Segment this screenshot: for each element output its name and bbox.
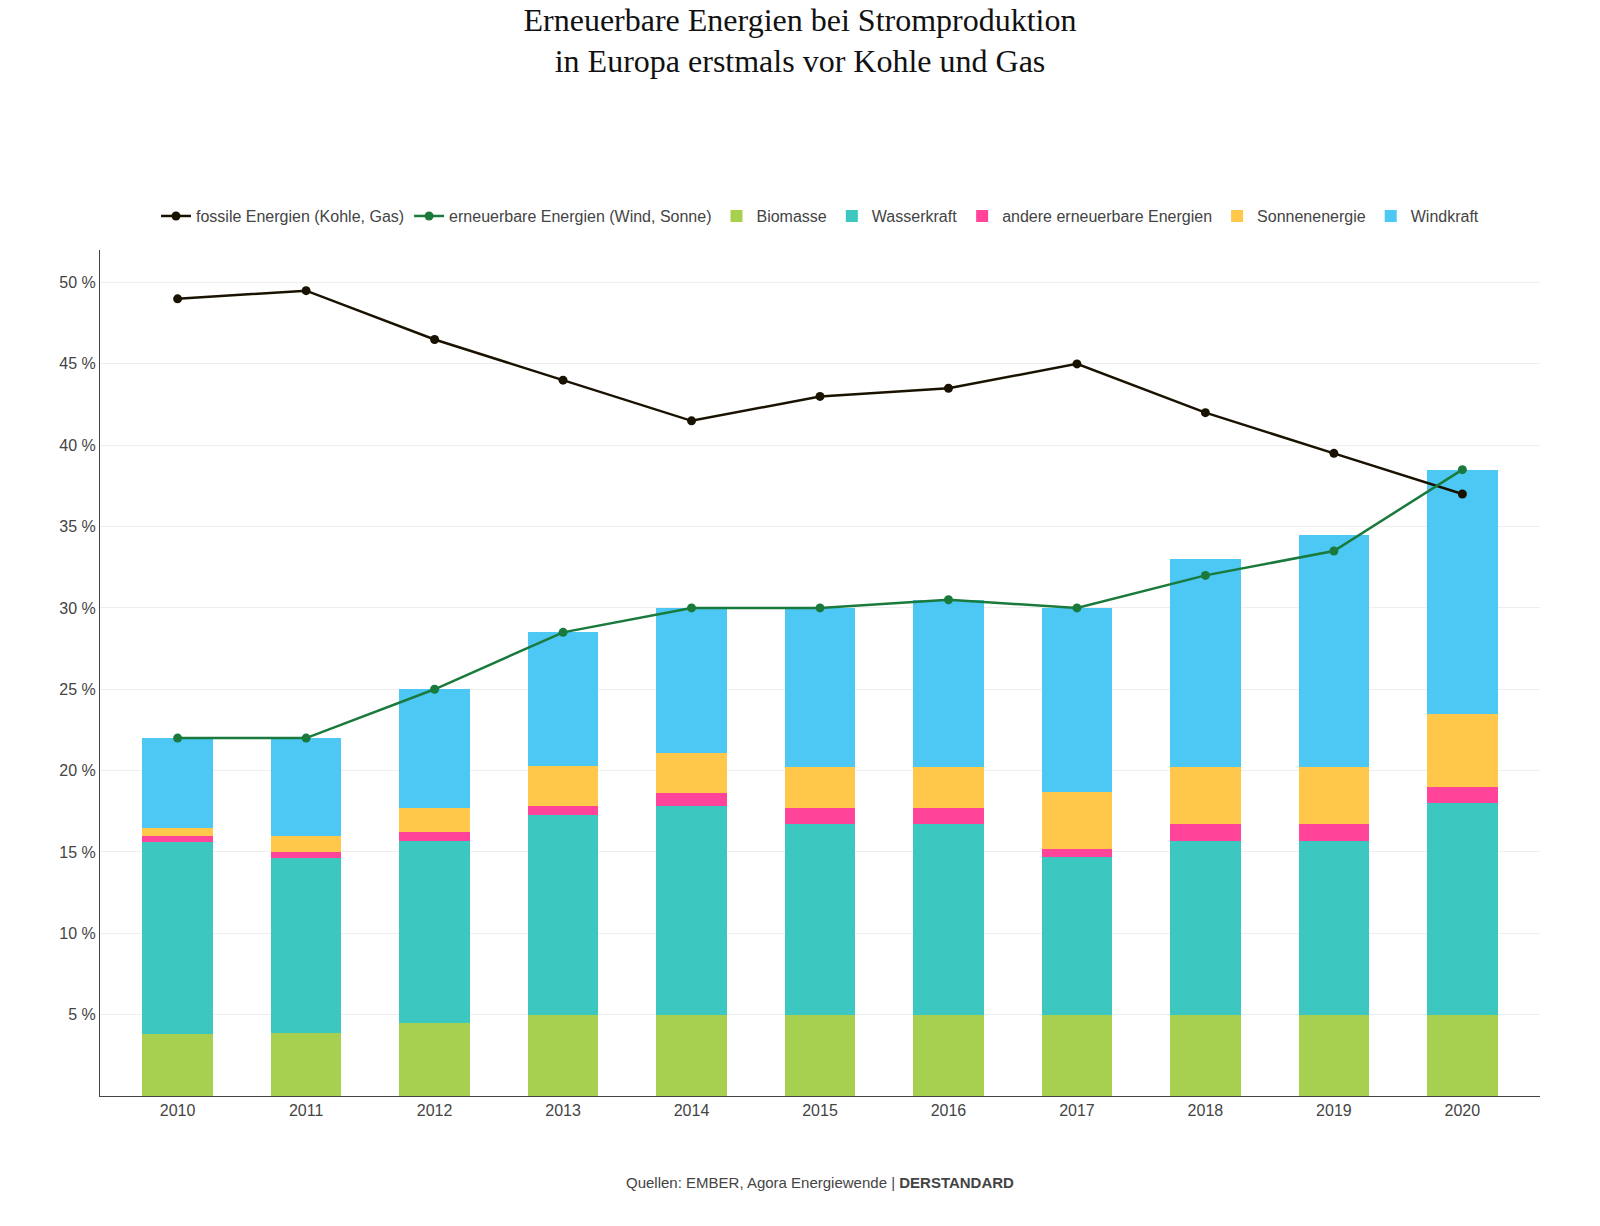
svg-text:erneuerbare Energien (Wind, So: erneuerbare Energien (Wind, Sonne) <box>449 208 711 225</box>
svg-text:Windkraft: Windkraft <box>1411 208 1479 225</box>
svg-text:2015: 2015 <box>802 1102 838 1119</box>
svg-text:andere erneuerbare Energien: andere erneuerbare Energien <box>1002 208 1212 225</box>
svg-text:2012: 2012 <box>417 1102 453 1119</box>
svg-text:Wasserkraft: Wasserkraft <box>872 208 957 225</box>
svg-text:5 %: 5 % <box>68 1006 96 1023</box>
svg-text:2018: 2018 <box>1188 1102 1224 1119</box>
svg-text:Sonnenenergie: Sonnenenergie <box>1257 208 1366 225</box>
svg-text:2016: 2016 <box>931 1102 967 1119</box>
svg-text:2013: 2013 <box>545 1102 581 1119</box>
svg-text:2019: 2019 <box>1316 1102 1352 1119</box>
svg-text:30 %: 30 % <box>59 600 95 617</box>
svg-text:Biomasse: Biomasse <box>756 208 826 225</box>
svg-text:Quellen: EMBER, Agora Energiew: Quellen: EMBER, Agora Energiewende | DER… <box>626 1174 1014 1191</box>
svg-text:10 %: 10 % <box>59 925 95 942</box>
svg-text:15 %: 15 % <box>59 844 95 861</box>
svg-text:Erneuerbare Energien bei Strom: Erneuerbare Energien bei Stromproduktion… <box>523 2 1076 80</box>
svg-text:25 %: 25 % <box>59 681 95 698</box>
svg-text:20 %: 20 % <box>59 762 95 779</box>
svg-text:35 %: 35 % <box>59 518 95 535</box>
svg-text:45 %: 45 % <box>59 355 95 372</box>
svg-text:2017: 2017 <box>1059 1102 1095 1119</box>
svg-text:50 %: 50 % <box>59 274 95 291</box>
svg-text:2020: 2020 <box>1445 1102 1481 1119</box>
svg-text:fossile Energien (Kohle, Gas): fossile Energien (Kohle, Gas) <box>196 208 404 225</box>
svg-text:2014: 2014 <box>674 1102 710 1119</box>
svg-text:2011: 2011 <box>289 1102 324 1119</box>
svg-text:40 %: 40 % <box>59 437 95 454</box>
svg-text:2010: 2010 <box>160 1102 196 1119</box>
